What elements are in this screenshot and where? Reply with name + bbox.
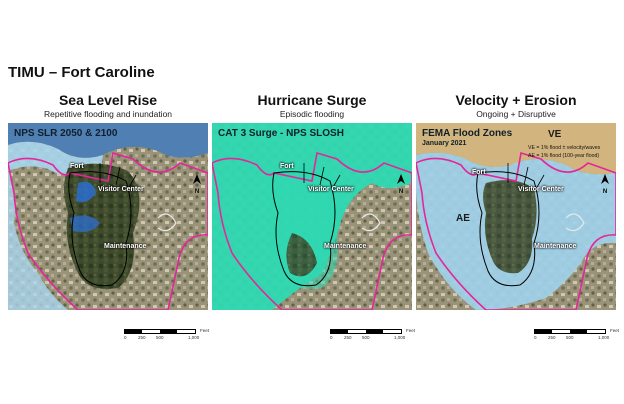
slr-2050-zone [70, 215, 100, 232]
zone-label-ae: AE [456, 213, 470, 224]
scale-tick: 0 [124, 335, 127, 340]
park-boundary [416, 151, 616, 310]
panel-subtitle: Repetitive flooding and inundation [43, 109, 173, 119]
scale-tick: 500 [566, 335, 574, 340]
road [565, 213, 585, 232]
panel-header: Sea Level Rise Repetitive flooding and i… [8, 92, 208, 123]
scale-unit: Feet [610, 328, 620, 333]
trail-loop [272, 171, 336, 287]
forest-canopy [286, 233, 317, 277]
map-hurricane-surge[interactable]: CAT 3 Surge - NPS SLOSH Fort Visitor Cen… [212, 123, 412, 310]
map-base-imagery [212, 123, 412, 310]
scale-tick: 1,000 [394, 335, 406, 340]
north-arrow: N [192, 171, 202, 195]
place-label-maintenance: Maintenance [104, 243, 147, 250]
panel-header: Velocity + Erosion Ongoing + Disruptive [416, 92, 616, 123]
panel-title: Sea Level Rise [58, 92, 158, 108]
scale-tick: 1,000 [598, 335, 610, 340]
panel-subtitle: Ongoing + Disruptive [476, 109, 556, 119]
scale-tick: 0 [330, 335, 333, 340]
place-label-fort: Fort [280, 163, 294, 170]
river-water [8, 123, 208, 158]
scale-tick: 250 [138, 335, 146, 340]
panel-header: Hurricane Surge Episodic flooding [212, 92, 412, 123]
north-arrow: N [396, 171, 406, 195]
place-label-maintenance: Maintenance [324, 243, 367, 250]
panel-subtitle: Episodic flooding [279, 109, 345, 119]
scale-unit: Feet [200, 328, 210, 333]
scale-tick: 500 [156, 335, 164, 340]
place-label-visitor-center: Visitor Center [98, 186, 144, 193]
trail-loop [476, 171, 540, 287]
trail-loop [68, 171, 132, 287]
panel-title: Hurricane Surge [257, 92, 367, 108]
forest-canopy [483, 180, 537, 274]
place-label-fort: Fort [472, 169, 486, 176]
trail-spur [303, 163, 341, 190]
scale-bar-graphic [124, 329, 196, 334]
north-arrow-icon [601, 174, 609, 184]
scale-bar: 0 250 500 1,000 Feet [330, 328, 490, 343]
north-label: N [194, 189, 200, 195]
map-layer-title: CAT 3 Surge - NPS SLOSH [218, 128, 344, 139]
north-label: N [398, 189, 404, 195]
place-label-maintenance: Maintenance [534, 243, 577, 250]
place-label-visitor-center: Visitor Center [308, 186, 354, 193]
legend-ae: AE = 1% flood (100-year flood) [528, 153, 600, 159]
north-arrow-icon [397, 174, 405, 184]
scale-bar: 0 250 500 1,000 Feet [534, 328, 624, 343]
park-boundary [212, 151, 412, 310]
north-arrow-icon [193, 174, 201, 184]
map-layer-date: January 2021 [422, 140, 467, 147]
scale-tick: 1,000 [188, 335, 200, 340]
scale-tick: 250 [548, 335, 556, 340]
page-title: TIMU – Fort Caroline [8, 64, 155, 81]
scale-tick: 0 [534, 335, 537, 340]
legend-ve: VE = 1% flood ± velocity/waves [528, 145, 601, 151]
road [361, 213, 381, 232]
scale-tick: 500 [362, 335, 370, 340]
panel-sea-level-rise: Sea Level Rise Repetitive flooding and i… [8, 92, 208, 310]
trail-spur [507, 163, 545, 190]
scale-bar-graphic [330, 329, 402, 334]
north-arrow: N [600, 171, 610, 195]
zone-label-ve: VE [548, 129, 562, 140]
scale-unit: Feet [406, 328, 416, 333]
slr-2100-shore [8, 171, 68, 310]
map-base-imagery [8, 123, 208, 310]
north-label: N [602, 189, 608, 195]
map-sea-level-rise[interactable]: NPS SLR 2050 & 2100 Fort Visitor Center … [8, 123, 208, 310]
park-boundary [8, 151, 208, 310]
scale-tick: 250 [344, 335, 352, 340]
trail-spur [99, 163, 137, 190]
scale-bar-graphic [534, 329, 606, 334]
place-label-fort: Fort [70, 163, 84, 170]
panel-title: Velocity + Erosion [455, 92, 577, 108]
map-layer-title: FEMA Flood Zones [422, 128, 513, 139]
panel-hurricane-surge: Hurricane Surge Episodic flooding CAT 3 … [212, 92, 412, 310]
map-velocity-erosion[interactable]: FEMA Flood Zones January 2021 VE VE = 1%… [416, 123, 616, 310]
map-base-imagery [416, 123, 616, 310]
road [157, 213, 177, 232]
scale-bar: 0 250 500 1,000 Feet [124, 328, 284, 343]
panel-velocity-erosion: Velocity + Erosion Ongoing + Disruptive … [416, 92, 616, 310]
place-label-visitor-center: Visitor Center [518, 186, 564, 193]
fema-ve-zone [416, 123, 616, 175]
slr-2050-zone [76, 181, 96, 202]
map-layer-title: NPS SLR 2050 & 2100 [14, 128, 118, 139]
